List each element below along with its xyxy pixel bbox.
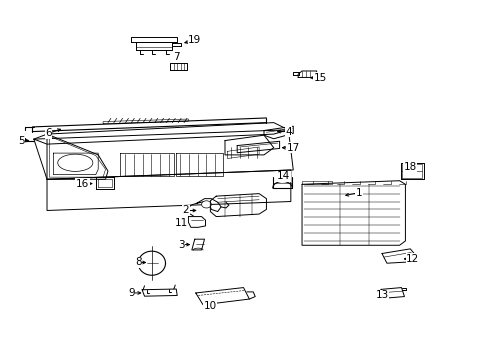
Circle shape [201,201,211,208]
Text: 1: 1 [355,188,362,198]
Text: 10: 10 [203,301,217,311]
Text: 3: 3 [178,239,184,249]
Text: 4: 4 [285,127,291,136]
Text: 2: 2 [183,206,189,216]
Text: 17: 17 [286,143,299,153]
Text: 8: 8 [135,257,141,267]
Text: 11: 11 [174,218,187,228]
Text: 9: 9 [128,288,134,298]
Text: 14: 14 [276,171,289,181]
Text: 16: 16 [76,179,89,189]
Text: 12: 12 [405,254,419,264]
Text: 5: 5 [18,136,24,145]
Ellipse shape [58,154,93,171]
Text: 13: 13 [375,291,388,301]
Text: 15: 15 [313,73,326,83]
Text: 6: 6 [45,129,52,138]
Text: 18: 18 [403,162,416,172]
Text: 19: 19 [188,35,201,45]
Text: 7: 7 [173,52,179,62]
